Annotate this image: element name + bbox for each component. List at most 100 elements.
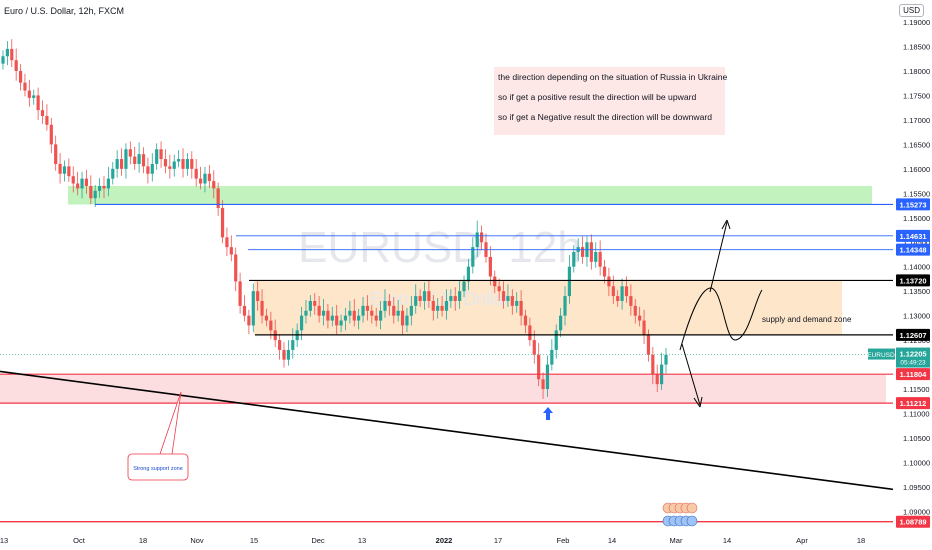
candle-body <box>62 166 67 174</box>
candle-body <box>348 310 352 316</box>
candle-body <box>58 163 62 174</box>
symbol-tag-text: EURUSD <box>867 352 895 359</box>
candle-body <box>216 188 220 208</box>
candle-body <box>523 315 528 326</box>
candle-body <box>172 161 176 169</box>
x-tick-label: 18 <box>857 536 865 545</box>
price-label-box <box>896 198 930 211</box>
zone-label: supply and demand zone <box>762 315 852 324</box>
candle-body <box>326 310 330 321</box>
candle-body <box>594 252 598 262</box>
y-tick-label: 1.16500 <box>903 140 930 149</box>
candle-body <box>664 354 668 365</box>
candle-body <box>159 149 163 160</box>
candle-body <box>36 95 40 111</box>
candle-body <box>479 232 484 243</box>
y-tick-label: 1.11000 <box>903 410 930 419</box>
candle-body <box>18 70 23 83</box>
candle-body <box>194 168 198 179</box>
candle-body <box>133 156 137 164</box>
current-price-countdown: 05:49:23 <box>900 360 926 367</box>
downward-arrow-head <box>693 396 703 408</box>
candle-body <box>629 296 633 306</box>
projection-wave <box>679 287 763 351</box>
candle-body <box>458 291 462 301</box>
y-tick-label: 1.15500 <box>903 189 930 198</box>
candle-body <box>234 254 238 282</box>
downward-arrow-line <box>681 343 701 406</box>
candle-body <box>5 48 9 57</box>
event-flag-icon <box>686 502 698 514</box>
candle-body <box>598 252 602 267</box>
candle-body <box>607 276 611 287</box>
note-line: so if get a Negative result the directio… <box>498 112 713 122</box>
candle-body <box>251 291 255 326</box>
candle-body <box>317 305 321 316</box>
candle-body <box>436 305 440 311</box>
candle-body <box>304 310 308 316</box>
currency-badge[interactable]: USD <box>899 4 924 17</box>
candle-body <box>559 315 563 331</box>
candle-body <box>651 354 655 375</box>
candle-body <box>550 349 554 365</box>
candle-body <box>67 166 71 177</box>
candle-body <box>93 190 97 199</box>
candle-body <box>545 364 550 390</box>
candle-body <box>646 335 651 355</box>
candle-body <box>532 340 536 355</box>
y-tick-label: 1.15000 <box>903 214 930 223</box>
candle-body <box>27 90 31 98</box>
candle-body <box>106 178 110 189</box>
candle-body <box>203 173 207 184</box>
callout-pointer <box>159 391 182 455</box>
x-tick-label: 15 <box>250 536 258 545</box>
candle-body <box>190 159 194 169</box>
y-tick-label: 1.14000 <box>903 263 930 272</box>
trendline <box>0 370 894 491</box>
candle-body <box>71 176 75 184</box>
candle-body <box>352 310 356 321</box>
y-tick-label: 1.17000 <box>903 116 930 125</box>
candle-body <box>119 159 124 169</box>
y-tick-label: 1.13500 <box>903 287 930 296</box>
y-tick-label: 1.10000 <box>903 458 930 467</box>
symbol-tag <box>868 348 895 360</box>
candle-body <box>89 185 93 199</box>
zone-support <box>0 374 886 404</box>
watermark-symbol: EURUSD, 12h <box>298 223 582 272</box>
candle-body <box>396 310 400 316</box>
candle-body <box>493 276 497 287</box>
x-tick-label: 13 <box>0 536 8 545</box>
candle-body <box>638 315 642 321</box>
candle-body <box>141 154 146 167</box>
zone-green <box>68 185 872 205</box>
candle-body <box>54 144 58 164</box>
candle-body <box>229 247 233 255</box>
x-tick-label: 14 <box>723 536 731 545</box>
up-arrow-icon <box>543 407 553 420</box>
candle-body <box>299 315 304 331</box>
time-axis-strip <box>0 530 893 550</box>
candle-body <box>365 305 370 311</box>
candle-body <box>80 178 84 189</box>
price-label-box <box>896 515 930 528</box>
x-tick-label: 13 <box>358 536 366 545</box>
candle-body <box>97 185 102 191</box>
y-tick-label: 1.10500 <box>903 434 930 443</box>
candle-body <box>387 300 391 306</box>
candle-body <box>506 296 510 301</box>
candle-body <box>361 305 365 316</box>
candle-body <box>225 237 229 248</box>
candle-body <box>282 349 286 360</box>
support-callout-label: Strong support zone <box>133 466 183 472</box>
candle-body <box>115 159 119 169</box>
candle-body <box>111 168 115 179</box>
candle-body <box>655 374 659 385</box>
candle-body <box>392 305 396 316</box>
candle-body <box>431 300 435 311</box>
candle-body <box>466 266 471 282</box>
candle-body <box>32 95 36 98</box>
candle-body <box>400 310 405 326</box>
current-price-box <box>896 347 930 368</box>
